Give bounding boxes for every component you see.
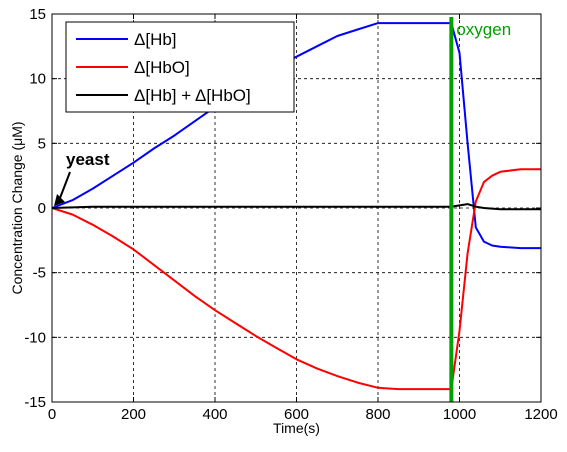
y-axis-label: Concentration Change (μM) [9, 121, 25, 294]
y-tick-label: -5 [33, 265, 46, 282]
legend-label: Δ[Hb] [134, 30, 177, 49]
grid [52, 14, 541, 402]
series-line-2 [51, 168, 541, 391]
y-tick-label: 10 [29, 71, 46, 88]
oxygen-annotation: oxygen [456, 20, 511, 39]
y-tick-label: -10 [24, 329, 46, 346]
y-tick-label: 0 [38, 200, 46, 217]
x-tick-label: 1200 [524, 406, 557, 423]
series-group [51, 22, 541, 391]
series-line-3 [51, 203, 541, 211]
x-tick-labels: 0 200 400 600 800 1000 1200 [48, 406, 558, 423]
x-tick-label: 600 [284, 406, 309, 423]
legend-label: Δ[Hb] + Δ[HbO] [134, 86, 251, 105]
y-tick-label: 15 [29, 6, 46, 23]
x-tick-label: 400 [202, 406, 227, 423]
x-tick-label: 0 [48, 406, 56, 423]
x-axis-label: Time(s) [273, 420, 320, 436]
x-tick-label: 1000 [443, 406, 476, 423]
y-tick-labels: -15 -10 -5 0 5 10 15 [24, 6, 46, 411]
y-tick-label: -15 [24, 394, 46, 411]
tick-marks [51, 13, 542, 403]
yeast-annotation: yeast [66, 150, 110, 169]
legend: Δ[Hb] Δ[HbO] Δ[Hb] + Δ[HbO] [65, 21, 295, 113]
x-tick-label: 200 [121, 406, 146, 423]
y-tick-label: 5 [38, 135, 46, 152]
annotations: yeast oxygen [54, 20, 511, 206]
yeast-arrow-shaft [59, 171, 71, 199]
series-line-1 [51, 22, 541, 250]
yeast-arrow-head [54, 194, 65, 206]
legend-label: Δ[HbO] [134, 58, 190, 77]
x-tick-label: 800 [365, 406, 390, 423]
